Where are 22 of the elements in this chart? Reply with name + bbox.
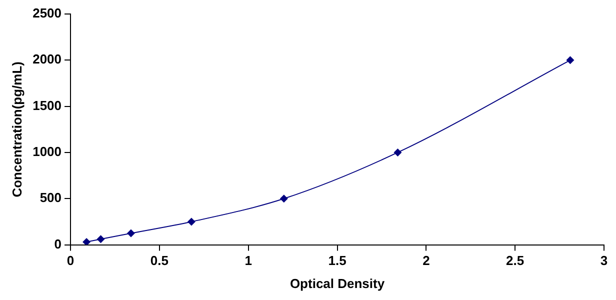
x-tick-label: 3 xyxy=(600,253,608,268)
point xyxy=(187,218,196,226)
x-tick-label: 0 xyxy=(66,253,74,268)
point xyxy=(82,238,91,245)
x-tick-label: 1.5 xyxy=(328,253,346,268)
x-tick-label: 2 xyxy=(422,253,430,268)
y-tick-label: 1000 xyxy=(32,144,62,160)
point xyxy=(126,229,135,238)
x-tick-label: 2.5 xyxy=(506,253,524,268)
y-axis-title: Concentration(pg/mL) xyxy=(9,62,24,198)
y-tick-label: 2500 xyxy=(32,6,62,21)
y-tick-label: 2000 xyxy=(32,52,62,67)
point xyxy=(280,194,288,203)
point xyxy=(96,235,105,244)
y-tick-label: 1500 xyxy=(32,98,62,113)
point xyxy=(566,56,574,64)
x-axis-title: Optical Density xyxy=(290,276,386,291)
y-tick-label: 500 xyxy=(40,190,62,206)
x-tick-label: 0.5 xyxy=(150,253,168,268)
x-tick-label: 1 xyxy=(244,253,252,268)
y-tick-label: 0 xyxy=(54,236,62,252)
point xyxy=(394,148,402,156)
